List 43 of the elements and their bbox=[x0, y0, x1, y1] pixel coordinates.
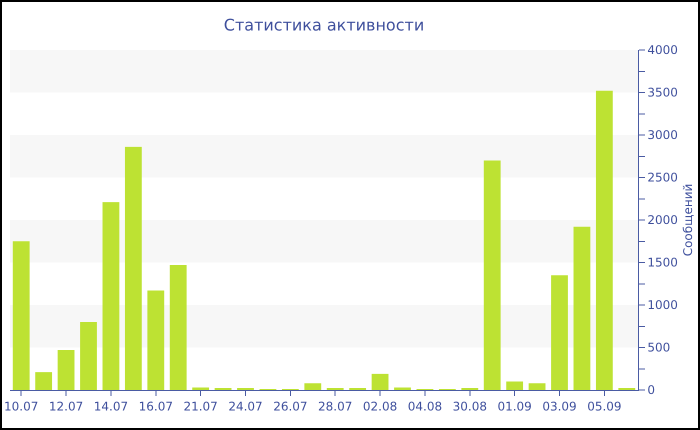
x-tick-label: 24.07 bbox=[228, 399, 263, 414]
y-tick-label: 0 bbox=[647, 383, 656, 398]
y-tick-label: 3000 bbox=[647, 128, 678, 142]
bar bbox=[506, 382, 524, 390]
x-tick-label: 26.07 bbox=[273, 399, 308, 414]
x-tick-label: 03.09 bbox=[542, 399, 577, 414]
x-tick-label: 10.07 bbox=[4, 399, 38, 414]
x-tick-label: 30.08 bbox=[452, 399, 487, 414]
bar bbox=[58, 350, 74, 390]
y-tick-label: 1000 bbox=[647, 298, 678, 312]
bar bbox=[192, 387, 210, 390]
bar bbox=[596, 90, 613, 390]
bar bbox=[124, 146, 142, 390]
bar bbox=[147, 290, 164, 390]
bar bbox=[551, 275, 568, 390]
x-tick-label: 28.07 bbox=[318, 399, 352, 414]
x-tick-label: 12.07 bbox=[48, 399, 84, 414]
x-tick-label: 14.07 bbox=[94, 399, 128, 414]
bar bbox=[170, 265, 187, 390]
bar bbox=[102, 202, 120, 390]
bar bbox=[394, 387, 411, 390]
bar bbox=[35, 372, 52, 390]
y-tick-label: 2500 bbox=[647, 170, 678, 185]
y-tick-label: 2000 bbox=[647, 213, 678, 228]
x-tick-label: 01.09 bbox=[497, 399, 532, 414]
x-tick-label: 02.08 bbox=[362, 399, 398, 414]
x-tick-label: 21.07 bbox=[183, 399, 218, 414]
bar bbox=[528, 383, 546, 390]
bar bbox=[372, 374, 388, 390]
bar bbox=[12, 241, 30, 390]
y-tick-label: 500 bbox=[647, 340, 670, 355]
bar bbox=[484, 160, 501, 390]
y-axis-title: Сообщений bbox=[680, 184, 695, 256]
y-tick-label: 1500 bbox=[647, 256, 678, 270]
y-tick-label: 4000 bbox=[647, 43, 678, 58]
bar bbox=[574, 226, 590, 390]
x-tick-label: 16.07 bbox=[138, 399, 173, 414]
bar bbox=[304, 383, 322, 390]
y-tick-label: 3500 bbox=[647, 86, 678, 100]
chart-title: Статистика активности bbox=[224, 16, 424, 35]
x-tick-label: 05.09 bbox=[587, 399, 622, 414]
x-tick-label: 04.08 bbox=[408, 399, 442, 414]
bar bbox=[80, 322, 97, 390]
